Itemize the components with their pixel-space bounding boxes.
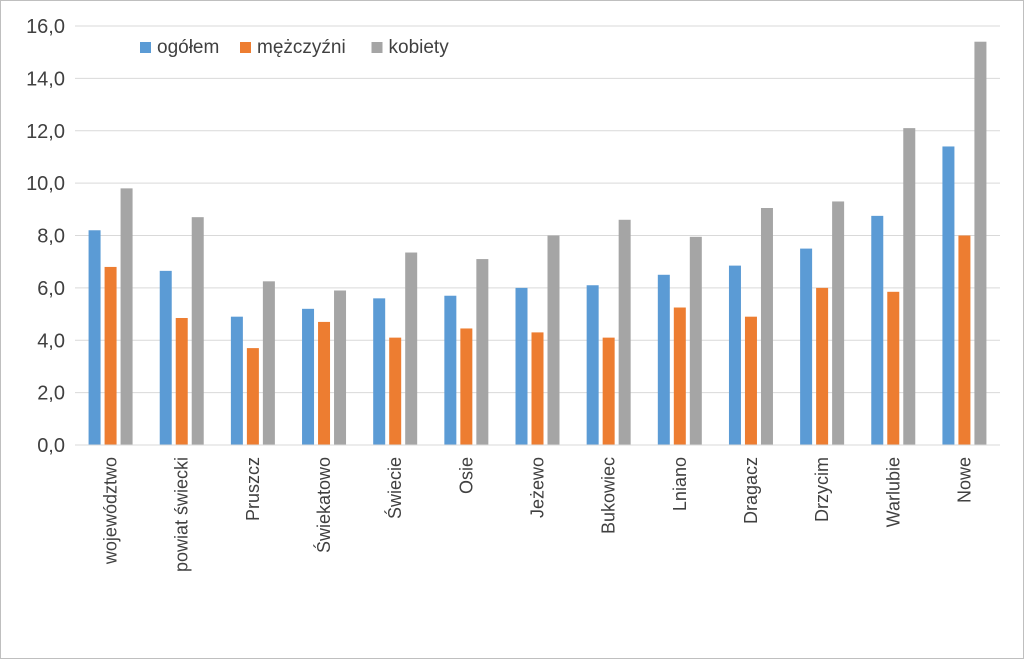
x-category-label: Bukowiec: [599, 457, 619, 534]
bar-ogółem: [88, 230, 101, 445]
y-tick-label: 8,0: [37, 226, 65, 248]
bar-kobiety: [974, 41, 987, 446]
bar-mężczyźni: [744, 316, 757, 445]
bar-mężczyźni: [389, 337, 402, 445]
y-tick-label: 16,0: [26, 16, 65, 38]
x-category-label: Świekatowo: [313, 457, 334, 553]
y-tick-label: 6,0: [37, 278, 65, 300]
bar-mężczyźni: [175, 317, 188, 445]
bar-mężczyźni: [816, 287, 829, 445]
bar-ogółem: [657, 274, 670, 445]
bar-ogółem: [444, 295, 457, 445]
y-tick-label: 12,0: [26, 121, 65, 143]
bar-kobiety: [832, 201, 845, 445]
y-tick-label: 4,0: [37, 330, 65, 352]
bar-kobiety: [547, 235, 560, 445]
bar-mężczyźni: [460, 328, 473, 445]
x-category-label: Drzycim: [812, 457, 832, 522]
bar-ogółem: [373, 298, 386, 445]
legend-swatch: [140, 42, 151, 53]
y-tick-label: 2,0: [37, 383, 65, 405]
bar-ogółem: [515, 287, 528, 445]
bar-kobiety: [618, 219, 631, 445]
legend-swatch: [240, 42, 251, 53]
y-tick-label: 10,0: [26, 173, 65, 195]
bar-ogółem: [942, 146, 955, 445]
bar-mężczyźni: [602, 337, 615, 445]
bar-ogółem: [728, 265, 741, 445]
y-tick-label: 0,0: [37, 435, 65, 457]
bar-mężczyźni: [246, 348, 259, 445]
x-category-label: Jeżewo: [528, 457, 548, 518]
bar-mężczyźni: [531, 332, 544, 445]
bar-mężczyźni: [958, 235, 971, 445]
bar-ogółem: [159, 270, 172, 445]
bar-kobiety: [191, 217, 204, 445]
bar-mężczyźni: [673, 307, 686, 445]
y-tick-label: 14,0: [26, 68, 65, 90]
x-category-label: Lniano: [670, 457, 690, 511]
bar-mężczyźni: [104, 266, 117, 445]
bar-kobiety: [120, 188, 133, 446]
bar-ogółem: [586, 285, 599, 445]
bar-ogółem: [800, 248, 813, 445]
bar-kobiety: [405, 252, 418, 445]
bar-mężczyźni: [318, 321, 331, 445]
legend-label: mężczyźni: [257, 37, 346, 58]
x-category-label: Dragacz: [741, 457, 761, 524]
bar-ogółem: [230, 316, 243, 445]
bar-kobiety: [689, 236, 702, 445]
legend-swatch: [371, 42, 383, 53]
x-category-label: Osie: [456, 457, 476, 494]
bar-kobiety: [760, 208, 773, 445]
bar-kobiety: [262, 281, 275, 445]
x-category-label: Świecie: [384, 457, 405, 519]
x-category-label: powiat świecki: [172, 457, 192, 572]
x-category-label: Nowe: [954, 457, 974, 503]
legend-label: kobiety: [389, 37, 450, 58]
legend-label: ogółem: [157, 37, 219, 58]
x-category-label: Warlubie: [883, 457, 903, 527]
x-category-label: województwo: [101, 457, 121, 565]
bar-kobiety: [903, 128, 916, 445]
bar-kobiety: [334, 290, 347, 445]
bar-mężczyźni: [887, 291, 900, 445]
x-category-label: Pruszcz: [243, 457, 263, 521]
bar-ogółem: [871, 215, 884, 445]
bar-kobiety: [476, 259, 489, 445]
bar-ogółem: [302, 308, 315, 445]
